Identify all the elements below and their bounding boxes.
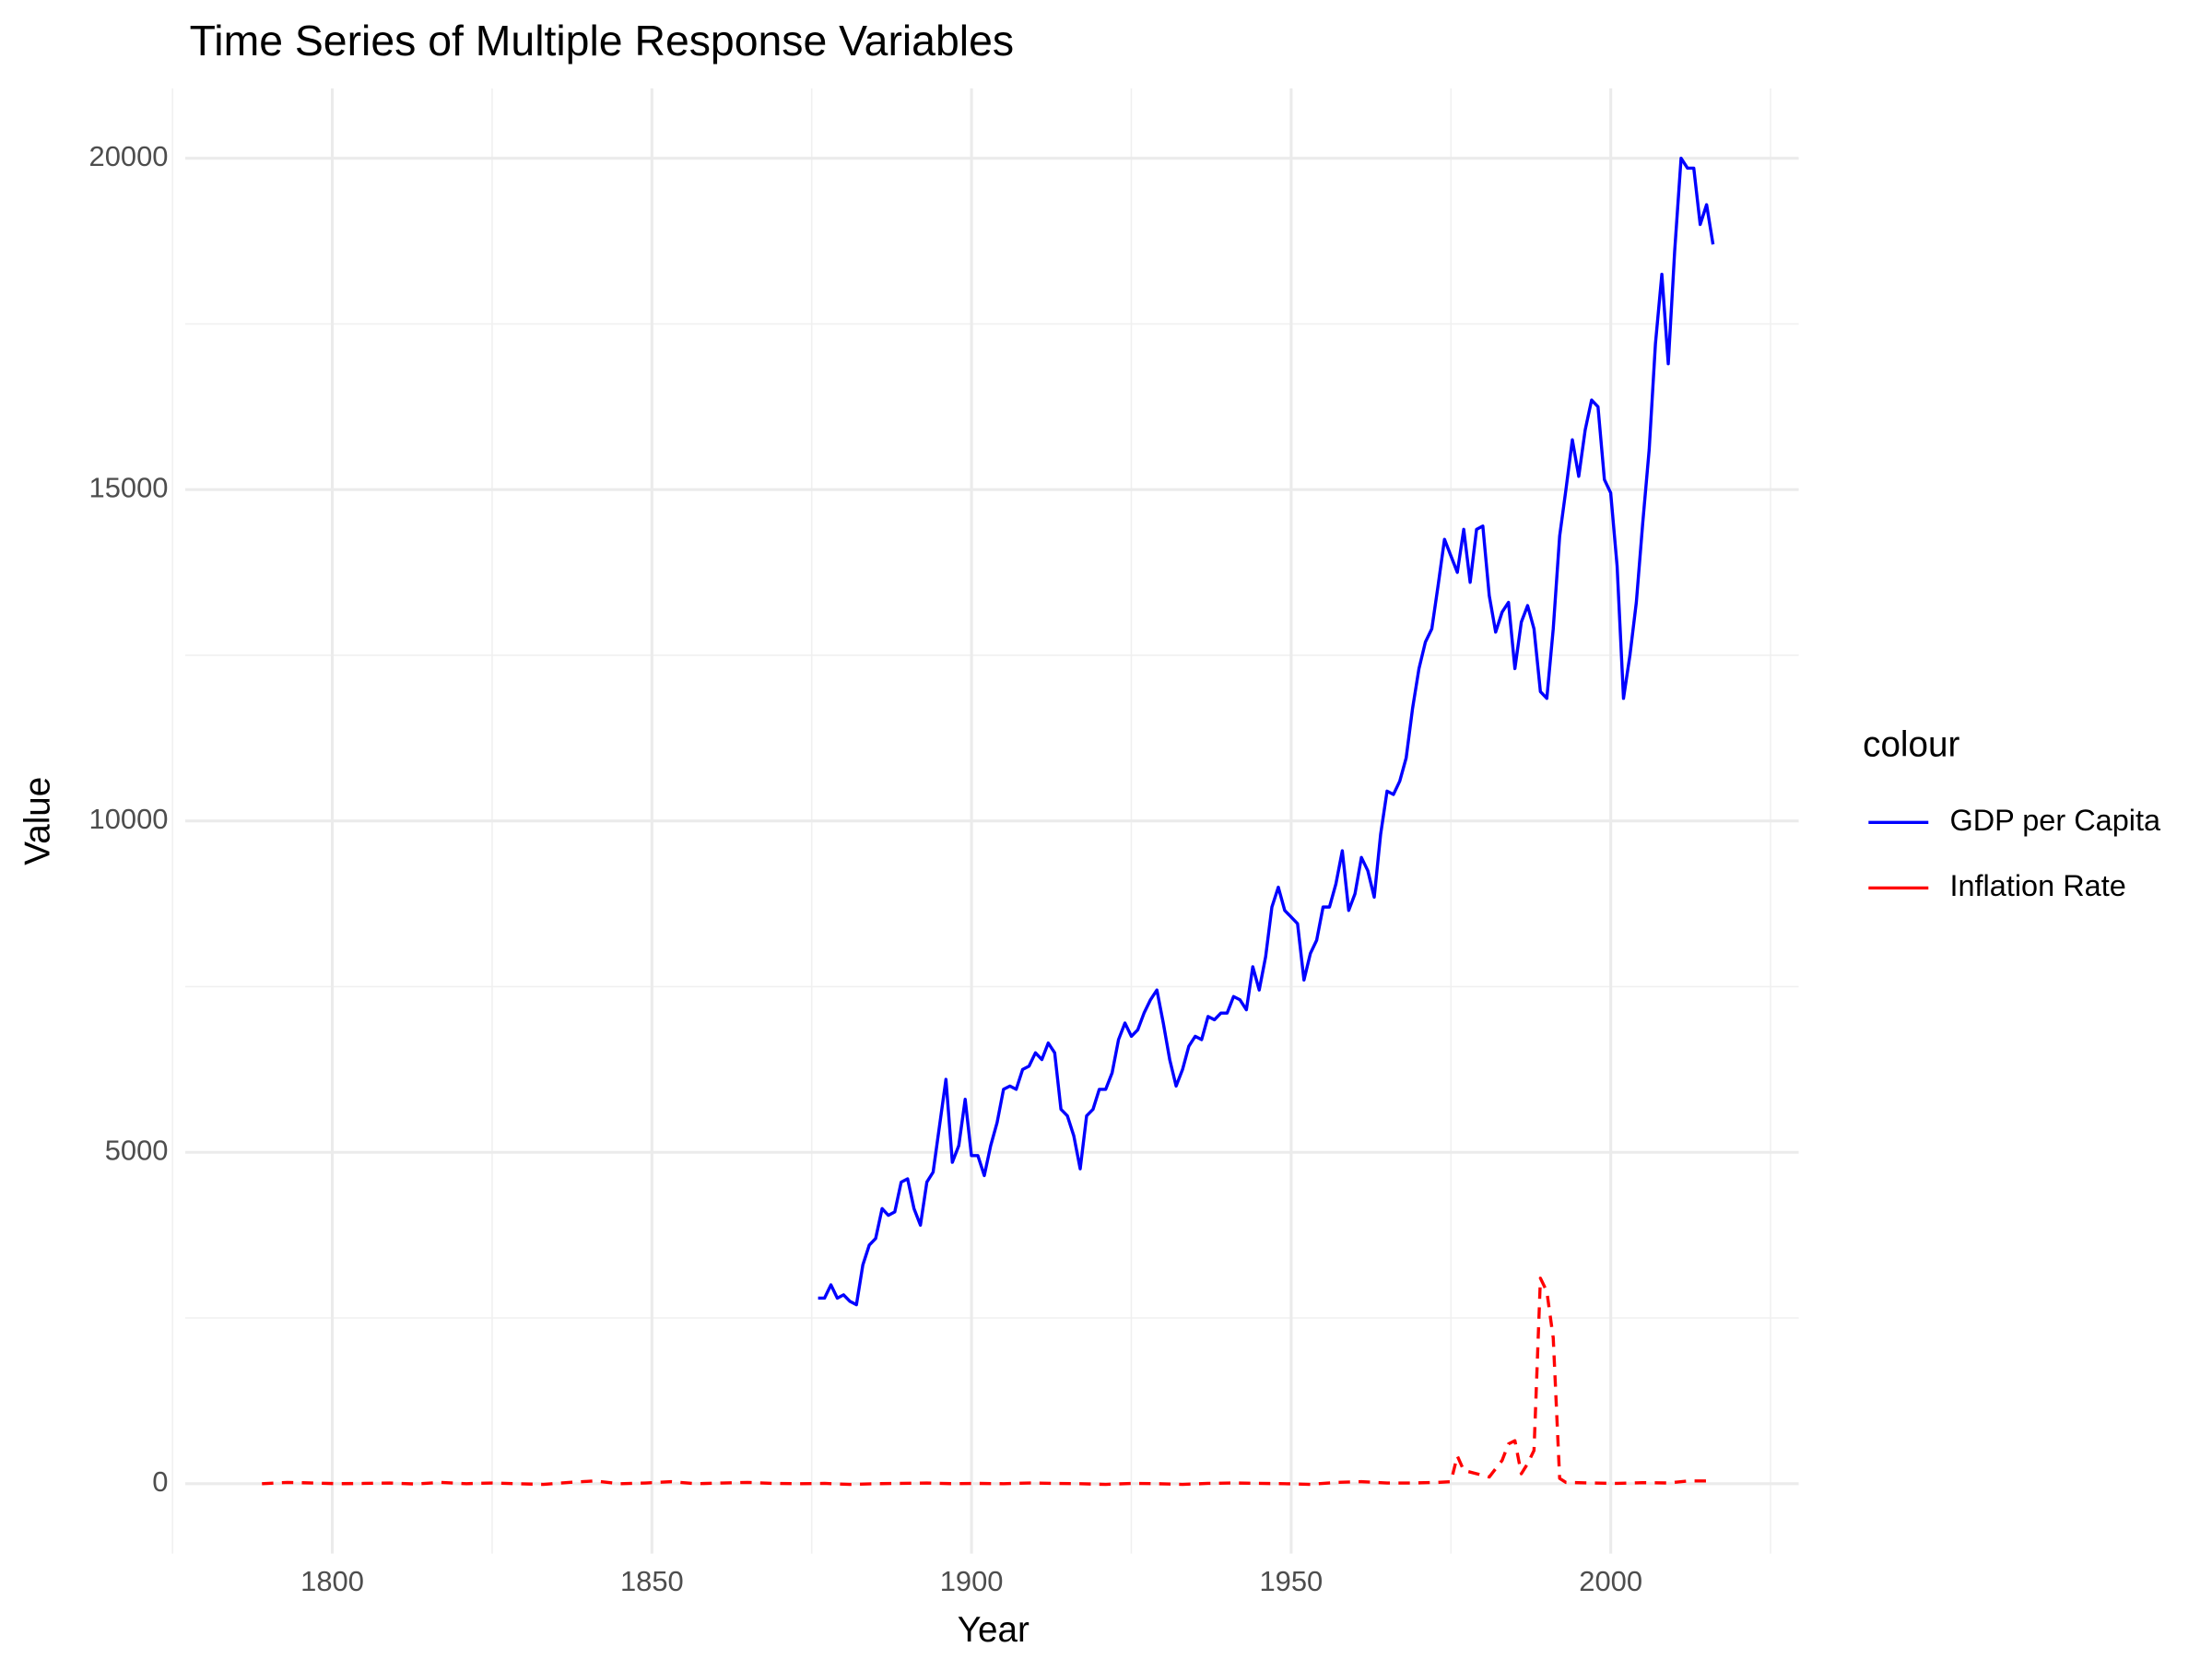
chart-title: Time Series of Multiple Response Variabl… (190, 17, 1014, 65)
y-tick-label: 15000 (89, 471, 169, 503)
y-tick-label: 20000 (89, 140, 169, 172)
x-tick-label: 1950 (1259, 1565, 1323, 1597)
legend-title: colour (1863, 725, 1959, 765)
legend-label: Inflation Rate (1949, 869, 2125, 902)
series-line (262, 1277, 1713, 1487)
series-line (818, 156, 1715, 1307)
y-axis-label: Value (18, 777, 58, 865)
x-tick-label: 1800 (300, 1565, 364, 1597)
x-tick-label: 1850 (620, 1565, 684, 1597)
x-tick-label: 2000 (1579, 1565, 1642, 1597)
y-tick-label: 0 (152, 1465, 168, 1498)
legend-label: GDP per Capita (1949, 804, 2161, 837)
x-tick-label: 1900 (940, 1565, 1004, 1597)
y-tick-label: 10000 (89, 803, 169, 835)
x-axis-label: Year (958, 1610, 1030, 1650)
y-tick-label: 5000 (105, 1134, 169, 1166)
